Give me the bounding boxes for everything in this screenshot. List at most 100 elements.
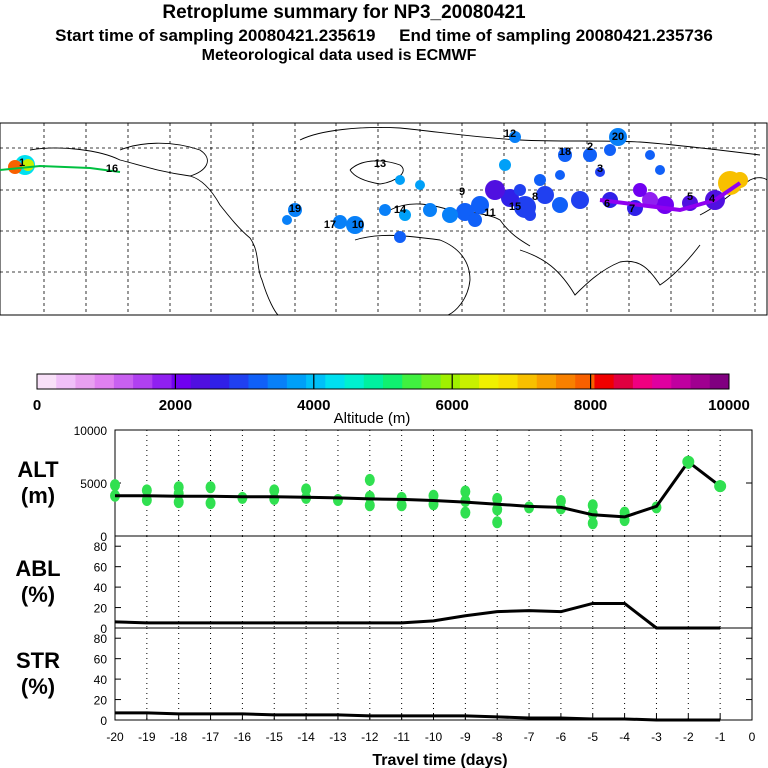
colorbar-swatch — [133, 374, 153, 389]
plume-marker — [524, 209, 536, 221]
plume-marker — [514, 184, 526, 196]
altitude-marker — [110, 479, 120, 492]
panel-alt: 10000 5000 0 ALT(m) — [17, 424, 753, 544]
colorbar-swatch — [652, 374, 672, 389]
altitude-marker — [269, 484, 280, 497]
altitude-marker — [587, 499, 598, 512]
plume-marker — [415, 180, 425, 190]
chart-title: Retroplume summary for NP3_20080421 — [162, 2, 526, 23]
x-tick-label: -7 — [524, 730, 535, 744]
plume-marker — [645, 150, 655, 160]
altitude-marker — [460, 506, 471, 519]
plume-day-label: 14 — [394, 204, 407, 216]
x-tick-label: -4 — [619, 730, 630, 744]
y-tick-label: 0 — [100, 714, 107, 728]
plume-marker — [558, 148, 572, 162]
colorbar-swatch — [517, 374, 538, 389]
colorbar-tick-label: 6000 — [436, 397, 469, 414]
colorbar-swatch — [94, 374, 115, 389]
colorbar-swatch — [190, 374, 211, 389]
x-tick-label: -1 — [715, 730, 726, 744]
series-line-str — [115, 711, 721, 722]
plume-marker — [595, 167, 605, 177]
altitude-marker — [714, 480, 727, 493]
plume-marker — [485, 180, 505, 200]
plume-day-label: 1 — [19, 157, 25, 169]
plume-day-label: 13 — [374, 158, 386, 170]
altitude-marker — [555, 495, 566, 508]
altitude-marker — [364, 490, 375, 503]
south-asia-coast — [519, 244, 701, 296]
plume-day-label: 15 — [509, 201, 521, 213]
colorbar-swatch — [267, 374, 288, 389]
plume-marker — [509, 131, 521, 143]
y-tick-label: 40 — [94, 581, 108, 595]
colorbar-tick-label: 10000 — [708, 397, 750, 414]
colorbar-swatch — [210, 374, 230, 389]
colorbar-swatch — [613, 374, 634, 389]
plume-day-label: 3 — [597, 163, 603, 175]
y-tick-label: 5000 — [80, 477, 107, 491]
colorbar-swatch — [306, 374, 326, 389]
plume-day-label: 20 — [612, 131, 624, 143]
colorbar-swatch — [594, 374, 615, 389]
colorbar-swatch — [383, 374, 403, 389]
plume-day-label: 2 — [587, 141, 593, 153]
x-tick-label: -19 — [138, 730, 156, 744]
y-tick-label: 80 — [94, 632, 108, 646]
colorbar-swatch — [229, 374, 249, 389]
x-tick-label: -14 — [297, 730, 315, 744]
altitude-marker — [205, 481, 216, 494]
plume-marker — [571, 191, 589, 209]
altitude-marker — [460, 485, 471, 498]
plume-marker — [8, 160, 22, 174]
x-tick-label: -15 — [266, 730, 284, 744]
x-tick-label: -20 — [106, 730, 124, 744]
colorbar-swatch — [402, 374, 422, 389]
colorbar-swatch — [459, 374, 480, 389]
plume-day-label: 10 — [352, 219, 364, 231]
series-line-abl — [114, 601, 721, 630]
colorbar-swatch — [479, 374, 499, 389]
y-tick-label: 0 — [100, 530, 107, 544]
colorbar-frame — [36, 373, 730, 390]
plume-day-label: 18 — [559, 146, 571, 158]
plume-marker — [604, 144, 616, 156]
y-tick-label: 10000 — [74, 424, 108, 438]
altitude-marker — [364, 499, 375, 512]
y-axis-label: ALT — [17, 457, 59, 482]
x-tick-label: -6 — [556, 730, 567, 744]
plume-marker — [534, 174, 546, 186]
altitude-marker — [205, 497, 216, 510]
plume-marker — [346, 216, 364, 234]
colorbar-swatch — [440, 374, 461, 389]
x-tick-label: -13 — [329, 730, 347, 744]
north-america-coast — [29, 147, 279, 316]
plume-day-label: 9 — [459, 186, 465, 198]
x-tick-label: -2 — [683, 730, 694, 744]
plume-day-label: 6 — [604, 198, 610, 210]
altitude-marker — [682, 455, 695, 468]
x-tick-label: -3 — [651, 730, 662, 744]
y-axis-unit: (m) — [21, 483, 55, 508]
y-tick-label: 60 — [94, 561, 108, 575]
colorbar-swatch — [325, 374, 346, 389]
plume-day-label: 19 — [289, 203, 301, 215]
altitude-marker — [332, 493, 343, 506]
altitude-colorbar: 0 2000 4000 6000 8000 10000 — [33, 373, 750, 414]
colorbar-swatch — [286, 374, 307, 389]
plume-marker — [536, 186, 554, 204]
colorbar-swatch — [632, 374, 653, 389]
plume-marker — [655, 165, 665, 175]
y-tick-label: 20 — [94, 602, 108, 616]
plume-day-label: 5 — [687, 191, 693, 203]
x-tick-label: -8 — [492, 730, 503, 744]
plume-marker — [282, 215, 292, 225]
plume-marker — [333, 215, 347, 229]
altitude-marker — [492, 492, 503, 505]
x-tick-label: -10 — [425, 730, 443, 744]
altitude-marker — [173, 496, 184, 509]
plume-marker — [288, 203, 302, 217]
plume-day-label: 4 — [709, 193, 716, 205]
colorbar-swatch — [709, 374, 730, 389]
